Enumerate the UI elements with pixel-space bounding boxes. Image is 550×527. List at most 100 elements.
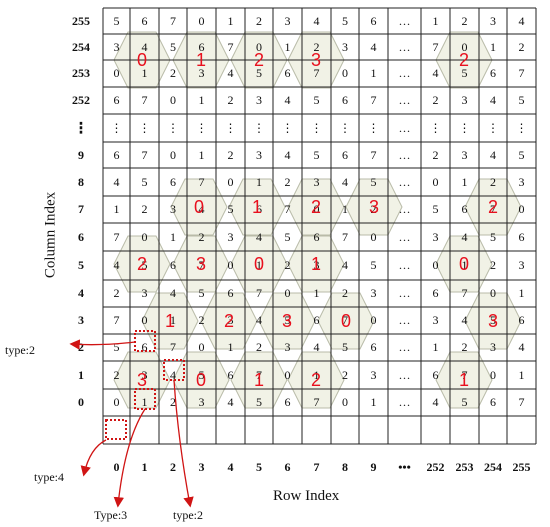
column-index-label: 252 xyxy=(72,93,90,107)
grid-cell: 1 xyxy=(227,340,234,354)
grid-cell: 7 xyxy=(198,174,205,189)
grid-cell: 5 xyxy=(256,66,262,80)
grid-cell: ⋮ xyxy=(429,120,442,135)
grid-cell: 2 xyxy=(490,174,496,189)
grid-cell: 0 xyxy=(256,39,262,54)
row-index-label: 254 xyxy=(484,459,502,474)
grid-cell: 4 xyxy=(461,229,468,244)
grid-cell: 1 xyxy=(432,13,439,28)
grid-cell: 4 xyxy=(313,340,320,354)
grid-cell: 2 xyxy=(370,202,377,216)
grid-cell: 7 xyxy=(432,39,439,54)
grid-cell: 3 xyxy=(256,93,262,107)
grid-cell: 6 xyxy=(227,367,234,382)
column-index-label: 3 xyxy=(78,313,84,327)
grid-cell: 5 xyxy=(342,340,348,354)
grid-cell: … xyxy=(398,66,411,80)
grid-cell: 5 xyxy=(256,395,262,409)
grid-cell: 5 xyxy=(370,258,377,272)
grid-cell: ⋮ xyxy=(281,120,294,135)
grid-cell: 0 xyxy=(227,174,234,189)
grid-cell: ⋮ xyxy=(458,120,471,135)
block-label: 3 xyxy=(310,49,321,70)
grid-cell: … xyxy=(398,39,411,54)
grid-cell: 5 xyxy=(198,286,205,300)
row-index-label: 1 xyxy=(141,459,148,474)
grid-cell: 6 xyxy=(198,39,205,54)
grid-cell: … xyxy=(398,340,411,354)
grid-cell: 0 xyxy=(370,229,377,244)
grid-cell: 2 xyxy=(198,229,205,244)
grid-cell: 1 xyxy=(141,66,148,80)
grid-cell: 1 xyxy=(113,202,120,216)
grid-cell: 6 xyxy=(490,66,496,80)
grid-cell: 0 xyxy=(490,367,496,382)
grid-cell: 5 xyxy=(461,66,468,80)
column-index-label: 1 xyxy=(78,367,84,382)
grid-cell: 4 xyxy=(284,147,291,162)
row-index-label: 5 xyxy=(256,459,262,474)
grid-cell: 4 xyxy=(170,367,176,382)
grid-cell: 3 xyxy=(461,93,468,107)
marker-arrow xyxy=(80,439,107,477)
grid-cell: 1 xyxy=(432,340,439,354)
grid-cell: 6 xyxy=(141,340,148,354)
block-label: 3 xyxy=(368,196,379,217)
grid-cell: 7 xyxy=(198,258,205,272)
grid-cell: 3 xyxy=(518,174,525,189)
column-index-label: 9 xyxy=(78,147,84,162)
grid-cell: 6 xyxy=(170,258,176,272)
column-index-label: 254 xyxy=(72,39,90,54)
grid-cell: 4 xyxy=(313,13,320,28)
x-axis-title: Row Index xyxy=(273,488,340,504)
grid-cell: … xyxy=(398,202,411,216)
grid-cell: 4 xyxy=(256,229,262,244)
block-label: 0 xyxy=(253,253,264,274)
grid-cell: 6 xyxy=(284,66,291,80)
grid-cell: 5 xyxy=(170,39,176,54)
grid-cell: 2 xyxy=(284,258,291,272)
grid-cell: 4 xyxy=(370,39,377,54)
grid-cell: 2 xyxy=(170,66,176,80)
grid-cell: 4 xyxy=(342,258,348,272)
row-index-label: 0 xyxy=(113,459,120,474)
grid-cell: 3 xyxy=(490,13,496,28)
block-label: 1 xyxy=(458,369,469,390)
grid-cell: 6 xyxy=(227,286,234,300)
grid-cell: 2 xyxy=(256,13,262,28)
grid-cell: 7 xyxy=(256,367,262,382)
grid-cell: 7 xyxy=(141,93,148,107)
grid-cell: 4 xyxy=(432,66,439,80)
column-index-label: 255 xyxy=(72,13,90,28)
grid-cell: 3 xyxy=(227,229,234,244)
grid-cell: 7 xyxy=(461,286,468,300)
marker-arrow xyxy=(173,379,194,508)
grid-cell: ⋮ xyxy=(310,120,323,135)
grid-cell: 3 xyxy=(342,39,348,54)
grid-cell: 6 xyxy=(342,93,348,107)
grid-cell: 0 xyxy=(342,395,348,409)
row-index-label: 252 xyxy=(426,459,445,474)
grid-cell: ⋮ xyxy=(195,120,208,135)
block-label: 0 xyxy=(195,369,206,390)
grid-cell: 6 xyxy=(370,13,377,28)
grid-cell: 3 xyxy=(284,340,291,354)
grid-cell: 6 xyxy=(432,367,439,382)
grid-cell: 7 xyxy=(342,229,348,244)
grid-cell: ⋮ xyxy=(224,120,237,135)
grid-cell: ⋮ xyxy=(110,120,123,135)
grid-cell: 6 xyxy=(370,340,377,354)
grid-cell: … xyxy=(398,147,411,162)
grid-cell: ⋮ xyxy=(339,120,351,135)
grid-cell: 5 xyxy=(342,13,348,28)
grid-cell: 7 xyxy=(518,66,525,80)
block-label: 1 xyxy=(164,310,175,331)
grid-cell: 0 xyxy=(170,147,176,162)
grid-cell: 7 xyxy=(490,202,496,216)
grid-cell: 1 xyxy=(313,367,320,382)
grid-cell: 2 xyxy=(113,286,120,300)
grid-cell: 4 xyxy=(490,93,496,107)
grid-cell: 3 xyxy=(227,313,234,327)
